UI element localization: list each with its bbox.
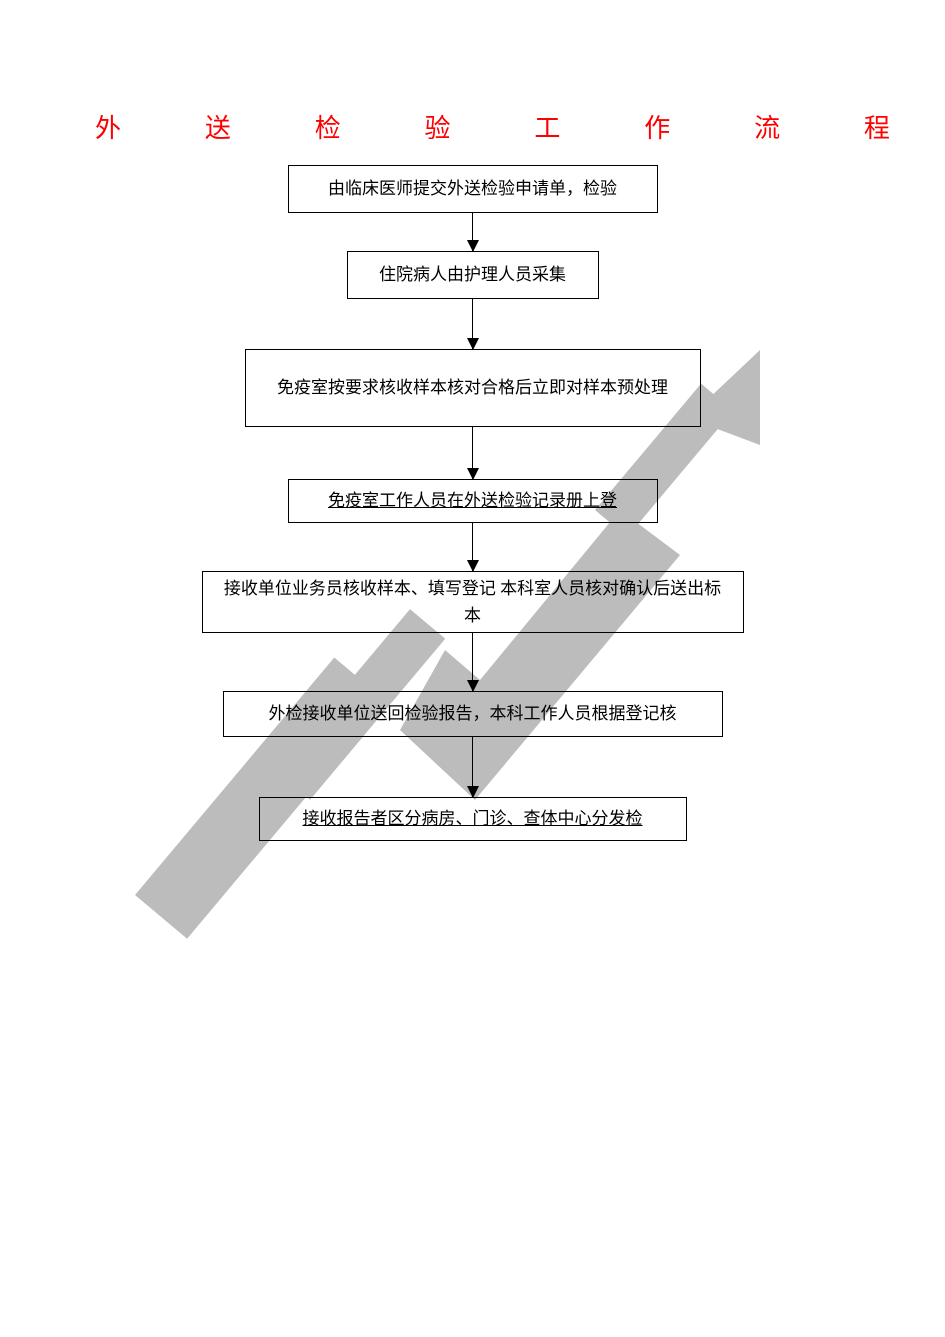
page-title: 外 送 检 验 工 作 流 程 — [95, 108, 890, 145]
title-char: 检 — [315, 108, 341, 145]
flow-node-1: 由临床医师提交外送检验申请单，检验 — [288, 165, 658, 213]
flow-node-6: 外检接收单位送回检验报告，本科工作人员根据登记核 — [223, 691, 723, 737]
flow-node-text: 接收报告者区分病房、门诊、查体中心分发检 — [303, 805, 643, 832]
title-char: 外 — [95, 108, 121, 145]
flow-node-5: 接收单位业务员核收样本、填写登记 本科室人员核对确认后送出标本 — [202, 571, 744, 633]
flow-node-text: 免疫室按要求核收样本核对合格后立即对样本预处理 — [277, 374, 668, 401]
flow-node-7: 接收报告者区分病房、门诊、查体中心分发检 — [259, 797, 687, 841]
flow-node-3: 免疫室按要求核收样本核对合格后立即对样本预处理 — [245, 349, 701, 427]
flow-arrow — [0, 427, 945, 479]
flow-node-text: 免疫室工作人员在外送检验记录册上登 — [328, 487, 617, 514]
flow-node-4: 免疫室工作人员在外送检验记录册上登 — [288, 479, 658, 523]
title-char: 流 — [754, 108, 780, 145]
flow-node-text: 住院病人由护理人员采集 — [379, 261, 566, 288]
flow-arrow — [0, 213, 945, 251]
title-char: 送 — [205, 108, 231, 145]
flow-node-2: 住院病人由护理人员采集 — [347, 251, 599, 299]
flow-arrow — [0, 633, 945, 691]
flow-node-text: 由临床医师提交外送检验申请单，检验 — [328, 175, 617, 202]
title-char: 作 — [644, 108, 670, 145]
flow-node-text: 接收单位业务员核收样本、填写登记 本科室人员核对确认后送出标本 — [217, 575, 729, 629]
flow-arrow — [0, 523, 945, 571]
flow-arrow — [0, 299, 945, 349]
title-char: 验 — [425, 108, 451, 145]
title-char: 程 — [864, 108, 890, 145]
flow-node-text: 外检接收单位送回检验报告，本科工作人员根据登记核 — [269, 700, 677, 727]
title-char: 工 — [534, 108, 560, 145]
flow-arrow — [0, 737, 945, 797]
flowchart: 由临床医师提交外送检验申请单，检验 住院病人由护理人员采集 免疫室按要求核收样本… — [0, 165, 945, 841]
